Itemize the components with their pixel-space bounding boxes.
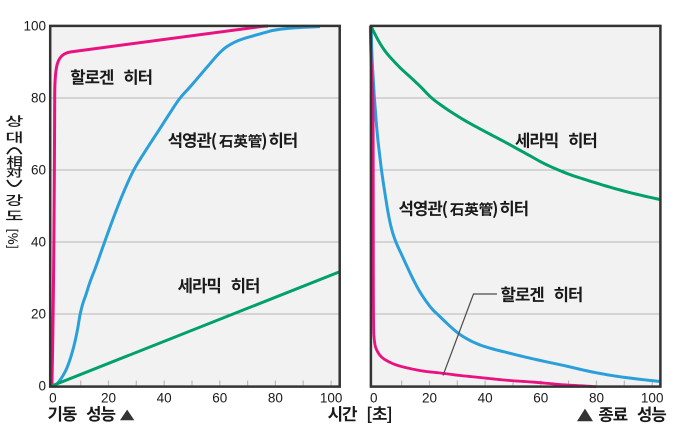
- svg-text:100: 100: [641, 390, 664, 405]
- svg-text:40: 40: [478, 390, 493, 405]
- svg-text:80: 80: [268, 390, 283, 405]
- svg-text:80: 80: [31, 91, 46, 106]
- svg-text:100: 100: [23, 19, 46, 34]
- svg-text:60: 60: [533, 390, 548, 405]
- svg-text:0: 0: [49, 390, 57, 405]
- svg-text:0: 0: [370, 390, 378, 405]
- svg-text:60: 60: [31, 163, 46, 178]
- svg-text:20: 20: [422, 390, 437, 405]
- svg-text:40: 40: [157, 390, 172, 405]
- svg-text:80: 80: [589, 390, 604, 405]
- svg-text:60: 60: [212, 390, 227, 405]
- svg-text:20: 20: [31, 307, 46, 322]
- svg-text:100: 100: [320, 390, 343, 405]
- svg-text:40: 40: [31, 235, 46, 250]
- svg-text:20: 20: [101, 390, 116, 405]
- svg-text:0: 0: [38, 379, 46, 394]
